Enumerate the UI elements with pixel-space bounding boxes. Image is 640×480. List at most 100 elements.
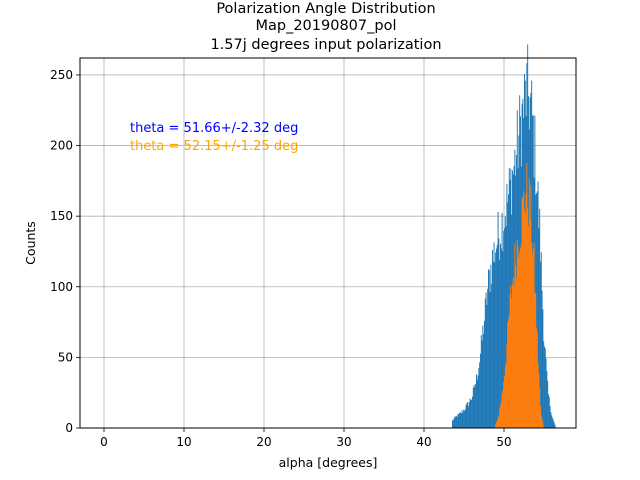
x-tick-label: 50 [496, 435, 511, 449]
histogram-bar [484, 298, 486, 428]
y-axis-label: Counts [23, 221, 38, 265]
histogram-bar [500, 248, 502, 428]
y-tick-label: 150 [50, 209, 73, 223]
histogram-bar [540, 252, 542, 428]
histogram-bar [458, 413, 460, 428]
histogram-bar [468, 406, 469, 428]
histogram-bar [536, 327, 537, 428]
histogram-bar [554, 424, 556, 428]
histogram-bars [452, 44, 557, 429]
histogram-bar [505, 362, 507, 428]
histogram-bar [503, 381, 505, 428]
histogram-bar [485, 292, 487, 428]
histogram-bar [553, 422, 555, 428]
series-1-bars [494, 162, 545, 428]
histogram-bar [490, 264, 492, 428]
histogram-bar [499, 259, 501, 428]
histogram-bar [537, 362, 539, 428]
histogram-bar [496, 420, 498, 428]
histogram-bar [539, 387, 541, 428]
histogram-bar [536, 193, 537, 428]
chart-subtitle-line-2: 1.57j degrees input polarization [210, 37, 441, 53]
histogram-bar [542, 423, 544, 428]
histogram-bar [487, 288, 489, 428]
histogram-bar [501, 212, 503, 428]
histogram-bar [524, 209, 525, 428]
histogram-bar [461, 410, 463, 428]
histogram-bar [471, 399, 473, 428]
histogram-bar [473, 384, 475, 428]
histogram-bar [541, 418, 543, 428]
histogram-bar [479, 362, 481, 428]
histogram-bar [454, 416, 456, 428]
histogram-bar [547, 380, 549, 428]
histogram-bar [549, 406, 551, 428]
histogram-bar [492, 261, 494, 428]
histogram-bar [526, 162, 528, 428]
x-axis-label: alpha [degrees] [279, 455, 378, 470]
histogram-bar [501, 393, 503, 428]
histogram-bar [494, 426, 496, 428]
histogram-bar [531, 242, 533, 428]
histogram-bar [555, 426, 557, 428]
histogram-bar [540, 414, 542, 428]
histogram-bar [506, 183, 508, 428]
histogram-bar [520, 243, 522, 428]
histogram-bar [476, 374, 477, 428]
histogram-bar [488, 269, 489, 428]
histogram-bar [491, 283, 493, 428]
histogram-bar [508, 194, 509, 428]
histogram-bar [534, 115, 536, 428]
histogram-bar [500, 401, 502, 428]
histogram-bar [492, 250, 493, 428]
histogram-bar [537, 181, 539, 428]
histogram-bar [519, 252, 521, 428]
histogram-bar [484, 320, 485, 428]
histogram-bar [486, 304, 488, 428]
histogram-bar [515, 265, 517, 428]
histogram-bar [542, 309, 544, 428]
histogram-bar [507, 322, 509, 428]
histogram-bar [452, 420, 453, 428]
histogram-bar [493, 242, 495, 428]
theta-annotation-orange: theta = 52.15+/-1.25 deg [130, 139, 298, 154]
histogram-bar [544, 348, 546, 428]
histogram-bar [520, 248, 521, 428]
histogram-bar [509, 293, 511, 428]
histogram-bar [497, 417, 499, 428]
histogram-bar [505, 226, 507, 428]
histogram-bar [462, 412, 464, 428]
histogram-bar [453, 418, 455, 428]
histogram-bar [498, 415, 500, 428]
histogram-bar [456, 415, 457, 428]
histogram-bar [536, 191, 538, 428]
histogram-bar [543, 426, 545, 428]
histogram-bar [508, 319, 509, 428]
histogram-bar [480, 353, 481, 428]
chart-subtitle-line-1: Map_20190807_pol [255, 18, 396, 34]
histogram-bar [548, 394, 549, 428]
histogram-bar [494, 262, 496, 428]
histogram-bar [467, 402, 469, 428]
x-tick-label: 0 [100, 435, 108, 449]
histogram-bar [551, 415, 553, 428]
histogram-bar [464, 410, 465, 428]
histogram-bar [475, 383, 477, 428]
histogram-bar [474, 387, 476, 428]
histogram-bar [481, 340, 483, 428]
histogram-bar [495, 424, 497, 428]
histogram-bar [456, 417, 458, 428]
histogram-bar [527, 207, 529, 428]
chart-title: Polarization Angle Distribution [216, 1, 435, 17]
histogram-bar [516, 239, 518, 428]
histogram-bar [536, 332, 538, 428]
histogram-bar [506, 344, 508, 428]
histogram-bar [535, 292, 537, 428]
histogram-bar [530, 185, 532, 428]
histogram-bar [540, 405, 541, 428]
histogram-bar [552, 419, 554, 428]
histogram-bar [476, 379, 478, 428]
y-tick-label: 250 [50, 68, 73, 82]
histogram-bar [496, 244, 498, 428]
histogram-bar [460, 412, 461, 428]
